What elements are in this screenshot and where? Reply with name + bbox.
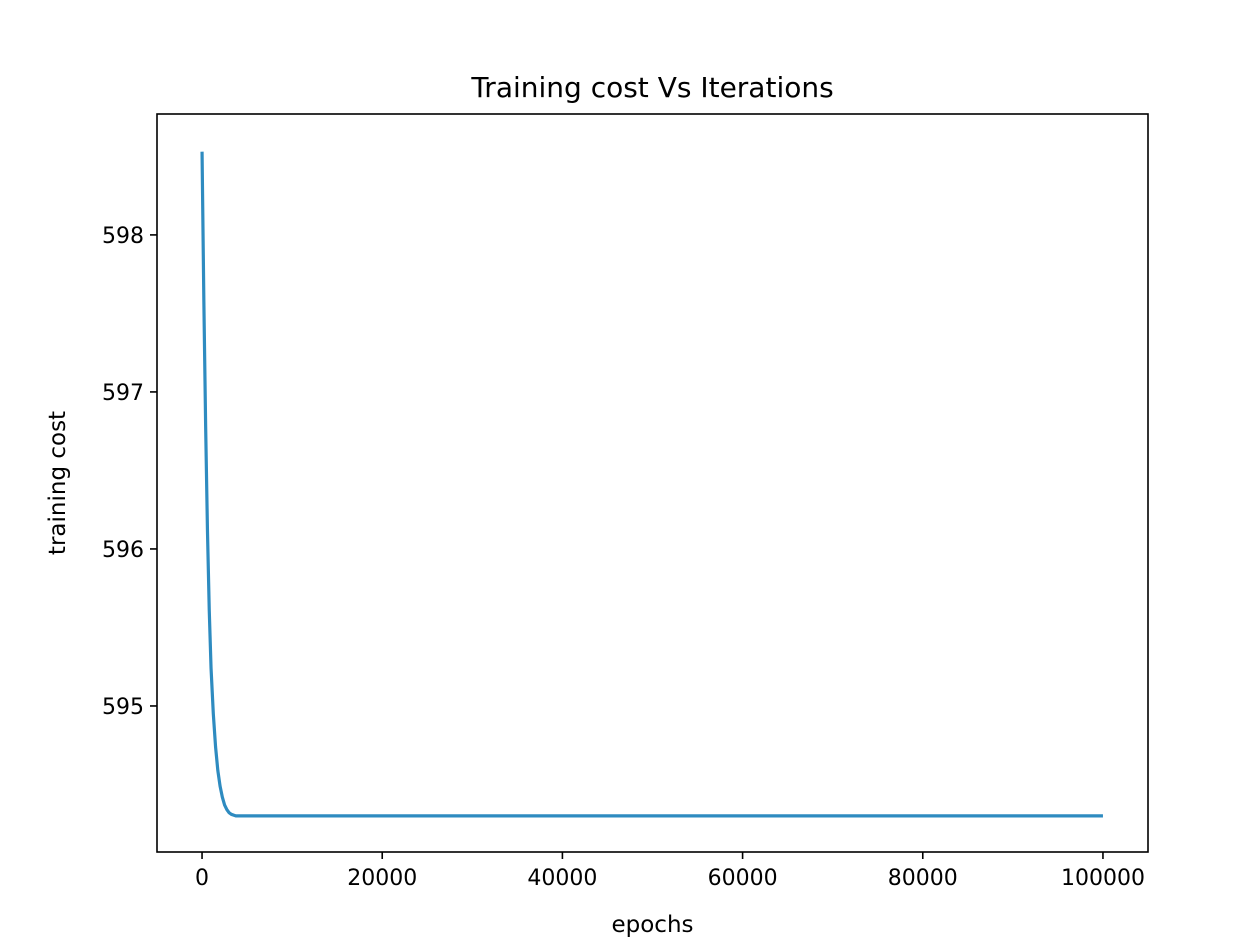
plot-frame bbox=[156, 113, 1149, 853]
y-tick-label: 596 bbox=[102, 538, 144, 563]
chart-title: Training cost Vs Iterations bbox=[470, 71, 833, 104]
series-line bbox=[200, 151, 1103, 818]
y-tick-label: 598 bbox=[102, 224, 144, 249]
x-tick-label: 80000 bbox=[888, 866, 958, 891]
x-tick-label: 0 bbox=[195, 866, 209, 891]
y-tick-label: 597 bbox=[102, 381, 144, 406]
x-axis-label: epochs bbox=[611, 912, 693, 938]
x-tick-label: 40000 bbox=[527, 866, 597, 891]
x-axis: 0 20000 40000 60000 80000 100000 bbox=[195, 852, 1145, 891]
series-layer bbox=[200, 151, 1103, 818]
y-tick-label: 595 bbox=[102, 695, 144, 720]
x-tick-label: 100000 bbox=[1061, 866, 1145, 891]
y-axis-label: training cost bbox=[45, 411, 71, 555]
x-tick-label: 60000 bbox=[708, 866, 778, 891]
y-axis: 595 596 597 598 bbox=[102, 224, 157, 720]
x-tick-label: 20000 bbox=[347, 866, 417, 891]
